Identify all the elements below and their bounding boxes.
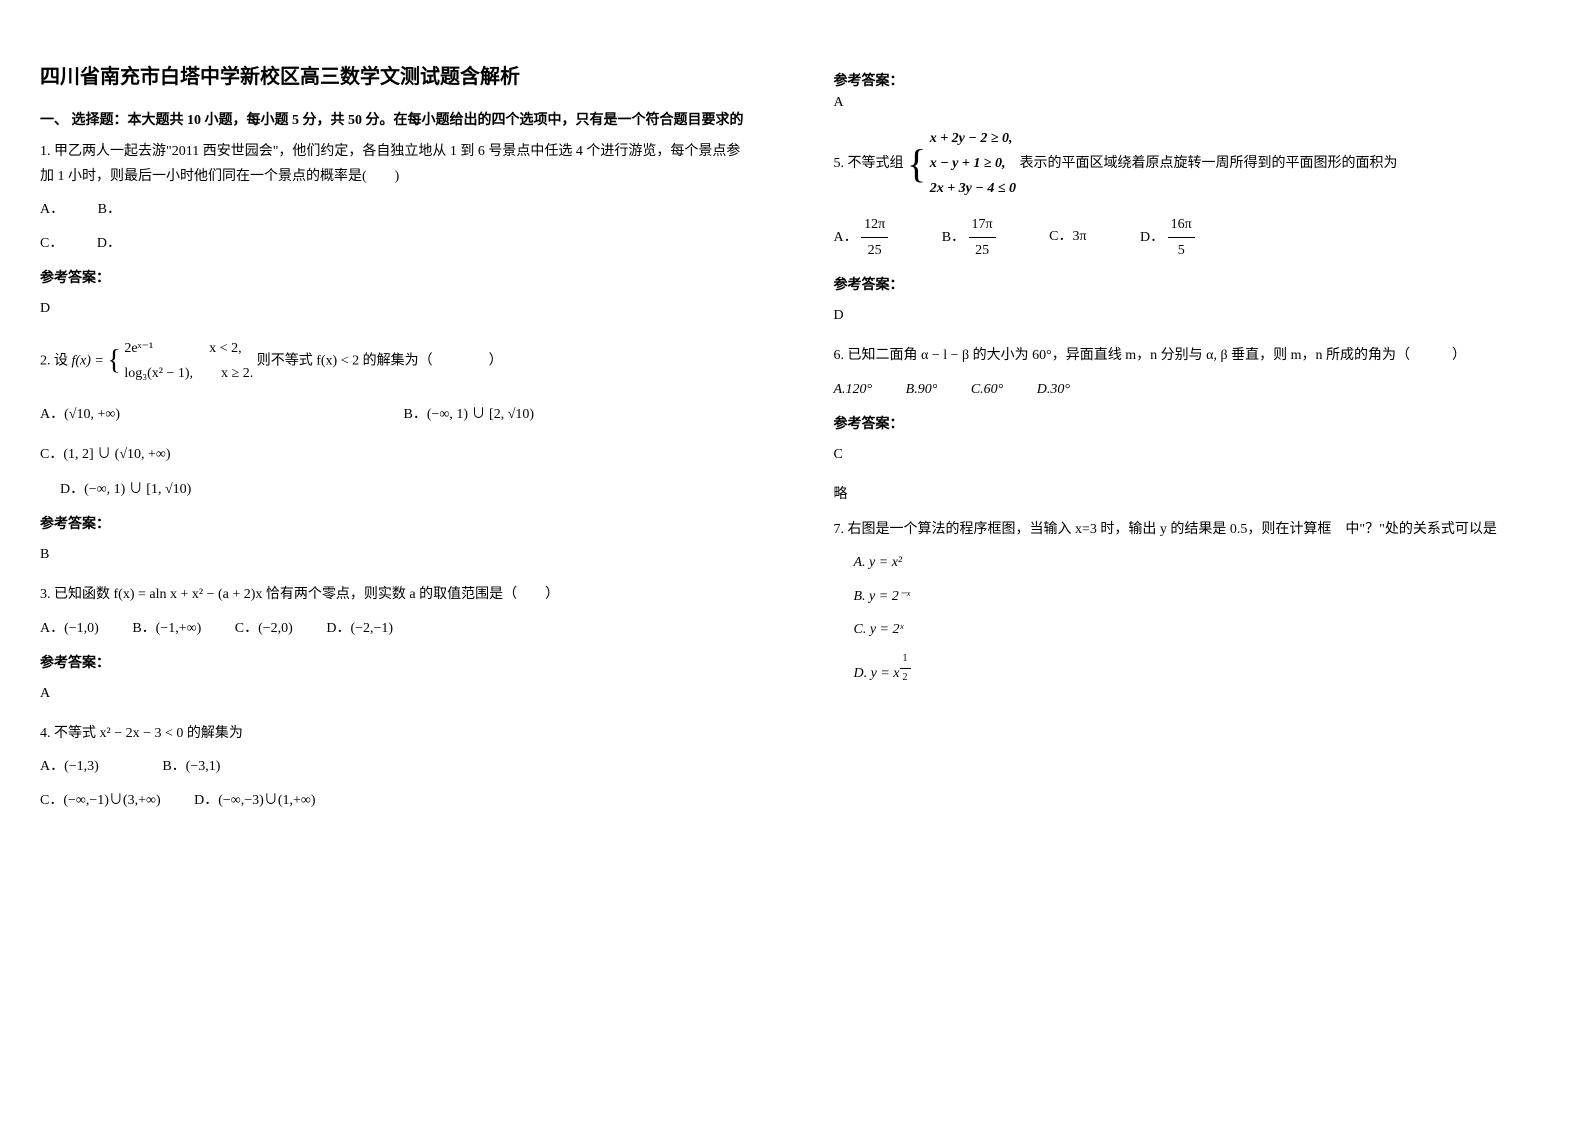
q7-text: 7. 右图是一个算法的程序框图，当输入 x=3 时，输出 y 的结果是 0.5，… [834,517,1548,542]
q1-options: A． B． [40,197,754,222]
q6-opt-c: C.60° [971,377,1003,402]
q1-opt-c: C． [40,231,63,256]
q3-opt-d: D．(−2,−1) [326,616,393,641]
q5-suffix: 表示的平面区域绕着原点旋转一周所得到的平面图形的面积为 [1020,156,1398,171]
q7-opt-d: D. y = x12 [854,650,1548,687]
q1-answer: D [40,296,754,321]
q5-opt-a: A． 12π 25 [834,212,889,263]
q2-case1: 2eˣ⁻¹ x < 2, [124,336,253,361]
question-3: 3. 已知函数 f(x) = aln x + x² − (a + 2)x 恰有两… [40,582,754,706]
q2-piecewise: 2eˣ⁻¹ x < 2, log₃(x² − 1), x ≥ 2. [124,336,253,386]
section-heading: 一、 选择题：本大题共 10 小题，每小题 5 分，共 50 分。在每小题给出的… [40,109,754,129]
q3-opt-a: A．(−1,0) [40,616,99,641]
q2-func: f(x) = [72,354,108,369]
q4-text: 4. 不等式 x² − 2x − 3 < 0 的解集为 [40,721,754,746]
q6-opt-d: D.30° [1037,377,1070,402]
q1-opt-b: B． [98,197,121,222]
q4-answer-label: 参考答案： [834,70,1548,90]
q7-opt-a: A. y = x² [854,550,1548,575]
q2-prefix: 2. 设 [40,354,68,369]
q5-answer-label: 参考答案： [834,273,1548,298]
question-4: 4. 不等式 x² − 2x − 3 < 0 的解集为 A．(−1,3) B．(… [40,721,754,813]
q4-options-2: C．(−∞,−1)∪(3,+∞) D．(−∞,−3)∪(1,+∞) [40,788,754,813]
question-1: 1. 甲乙两人一起去游"2011 西安世园会"，他们约定，各自独立地从 1 到 … [40,139,754,321]
q3-answer-label: 参考答案： [40,651,754,676]
q2-row2: C．(1, 2] ∪ (√10, +∞) [40,442,754,467]
q3-options: A．(−1,0) B．(−1,+∞) C．(−2,0) D．(−2,−1) [40,616,754,641]
q5-brace: { [907,128,926,200]
q3-opt-c: C．(−2,0) [235,616,293,641]
q1-opt-d: D． [97,231,121,256]
q5-sys3: 2x + 3y − 4 ≤ 0 [930,176,1016,201]
q3-answer: A [40,681,754,706]
question-2: 2. 设 f(x) = { 2eˣ⁻¹ x < 2, log₃(x² − 1),… [40,336,754,567]
q6-opt-b: B.90° [906,377,938,402]
q5-answer: D [834,303,1548,328]
q6-note: 略 [834,482,1548,507]
q5-frac-a: 12π 25 [861,212,888,263]
page-title: 四川省南充市白塔中学新校区高三数学文测试题含解析 [40,60,754,89]
q4-answer: A [834,95,1548,111]
q7-frac-d: 12 [900,650,911,687]
q5-opt-b: B． 17π 25 [942,212,996,263]
q2-brace: { [107,336,120,386]
q7-opt-b: B. y = 2⁻ˣ [854,584,1548,609]
question-5: 5. 不等式组 { x + 2y − 2 ≥ 0, x − y + 1 ≥ 0,… [834,126,1548,328]
q5-frac-d: 16π 5 [1168,212,1195,263]
right-column: 参考答案： A 5. 不等式组 { x + 2y − 2 ≥ 0, x − y … [794,0,1587,1122]
q5-frac-b: 17π 25 [969,212,996,263]
q2-opt-b: B．(−∞, 1) ∪ [2, √10) [404,402,535,427]
question-6: 6. 已知二面角 α − l − β 的大小为 60°，异面直线 m，n 分别与… [834,343,1548,507]
q6-answer-label: 参考答案： [834,412,1548,437]
q3-opt-b: B．(−1,+∞) [132,616,201,641]
q1-opt-a: A． [40,197,64,222]
q5-sys1: x + 2y − 2 ≥ 0, [930,126,1016,151]
q2-opt-d: D．(−∞, 1) ∪ [1, √10) [60,477,754,502]
q4-options-1: A．(−1,3) B．(−3,1) [40,754,754,779]
q6-opt-a: A.120° [834,377,873,402]
q2-opt-a: A．(√10, +∞) [40,402,120,427]
q4-opt-a: A．(−1,3) [40,754,99,779]
q7-opt-c: C. y = 2ˣ [854,617,1548,642]
q5-options: A． 12π 25 B． 17π 25 C．3π D． 16π 5 [834,212,1548,263]
q6-text: 6. 已知二面角 α − l − β 的大小为 60°，异面直线 m，n 分别与… [834,343,1548,368]
q2-suffix: 则不等式 f(x) < 2 的解集为（ ） [257,354,503,369]
q3-text: 3. 已知函数 f(x) = aln x + x² − (a + 2)x 恰有两… [40,582,754,607]
q2-row1: A．(√10, +∞) B．(−∞, 1) ∪ [2, √10) [40,402,754,427]
q2-case2: log₃(x² − 1), x ≥ 2. [124,361,253,386]
q4-opt-c: C．(−∞,−1)∪(3,+∞) [40,788,161,813]
q2-answer-label: 参考答案： [40,512,754,537]
question-7: 7. 右图是一个算法的程序框图，当输入 x=3 时，输出 y 的结果是 0.5，… [834,517,1548,687]
q4-opt-d: D．(−∞,−3)∪(1,+∞) [194,788,315,813]
q4-opt-b: B．(−3,1) [162,754,220,779]
q5-system: x + 2y − 2 ≥ 0, x − y + 1 ≥ 0, 2x + 3y −… [930,126,1016,202]
q2-opt-c: C．(1, 2] ∪ (√10, +∞) [40,442,171,467]
q1-text: 1. 甲乙两人一起去游"2011 西安世园会"，他们约定，各自独立地从 1 到 … [40,139,754,189]
q5-sys2: x − y + 1 ≥ 0, [930,151,1016,176]
q1-options-2: C． D． [40,231,754,256]
q5-prefix: 5. 不等式组 [834,156,904,171]
q6-options: A.120° B.90° C.60° D.30° [834,377,1548,402]
left-column: 四川省南充市白塔中学新校区高三数学文测试题含解析 一、 选择题：本大题共 10 … [0,0,794,1122]
q2-answer: B [40,542,754,567]
q1-answer-label: 参考答案： [40,266,754,291]
q5-opt-c: C．3π [1049,224,1086,249]
q5-opt-d: D． 16π 5 [1140,212,1195,263]
q6-answer: C [834,442,1548,467]
